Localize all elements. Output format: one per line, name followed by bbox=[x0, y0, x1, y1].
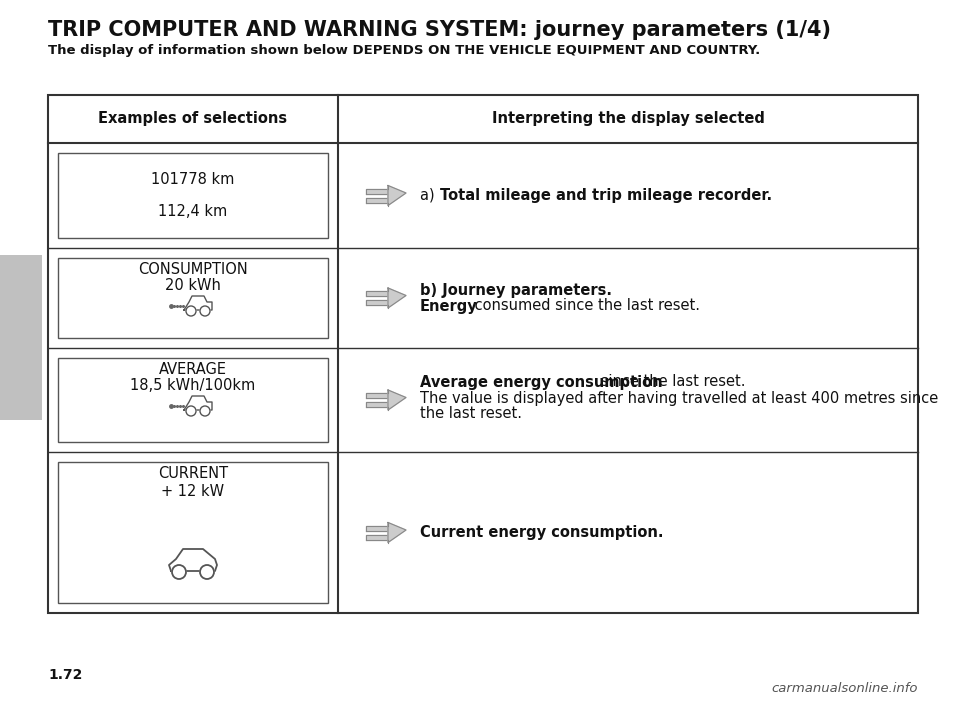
Text: carmanualsonline.info: carmanualsonline.info bbox=[772, 682, 918, 694]
Text: + 12 kW: + 12 kW bbox=[161, 484, 225, 500]
Text: since the last reset.: since the last reset. bbox=[596, 374, 746, 390]
Text: Current energy consumption.: Current energy consumption. bbox=[420, 525, 663, 540]
Polygon shape bbox=[366, 535, 388, 540]
Polygon shape bbox=[184, 296, 212, 310]
Circle shape bbox=[172, 565, 186, 579]
Polygon shape bbox=[169, 549, 217, 571]
Bar bbox=[58, 358, 328, 442]
Polygon shape bbox=[388, 288, 406, 308]
Text: Average energy consumption: Average energy consumption bbox=[420, 374, 662, 390]
Text: The value is displayed after having travelled at least 400 metres since: The value is displayed after having trav… bbox=[420, 391, 938, 405]
Polygon shape bbox=[388, 390, 406, 410]
Text: Interpreting the display selected: Interpreting the display selected bbox=[492, 111, 764, 126]
Text: Energy: Energy bbox=[420, 298, 478, 314]
Text: b) Journey parameters.: b) Journey parameters. bbox=[420, 283, 612, 297]
Circle shape bbox=[186, 406, 196, 416]
Polygon shape bbox=[388, 523, 406, 542]
Text: the last reset.: the last reset. bbox=[420, 407, 522, 422]
Polygon shape bbox=[388, 185, 406, 205]
Text: consumed since the last reset.: consumed since the last reset. bbox=[470, 298, 700, 314]
Polygon shape bbox=[366, 393, 388, 398]
Text: a): a) bbox=[420, 188, 440, 203]
Text: 18,5 kWh/100km: 18,5 kWh/100km bbox=[131, 378, 255, 393]
Text: 20 kWh: 20 kWh bbox=[165, 278, 221, 293]
Text: TRIP COMPUTER AND WARNING SYSTEM: journey parameters (1/4): TRIP COMPUTER AND WARNING SYSTEM: journe… bbox=[48, 20, 831, 40]
Bar bbox=[58, 153, 328, 238]
Bar bbox=[58, 258, 328, 338]
Polygon shape bbox=[366, 402, 388, 407]
Text: 101778 km: 101778 km bbox=[152, 172, 234, 187]
Text: 112,4 km: 112,4 km bbox=[158, 204, 228, 219]
Text: CURRENT: CURRENT bbox=[158, 466, 228, 481]
Text: CONSUMPTION: CONSUMPTION bbox=[138, 263, 248, 278]
Polygon shape bbox=[366, 188, 388, 194]
Circle shape bbox=[186, 306, 196, 316]
Bar bbox=[0, 255, 42, 420]
Text: Examples of selections: Examples of selections bbox=[99, 111, 288, 126]
Circle shape bbox=[200, 565, 214, 579]
Polygon shape bbox=[184, 396, 212, 410]
Text: The display of information shown below DEPENDS ON THE VEHICLE EQUIPMENT AND COUN: The display of information shown below D… bbox=[48, 44, 760, 57]
Text: Total mileage and trip mileage recorder.: Total mileage and trip mileage recorder. bbox=[440, 188, 772, 203]
Polygon shape bbox=[366, 300, 388, 305]
Polygon shape bbox=[366, 291, 388, 296]
Text: AVERAGE: AVERAGE bbox=[159, 363, 227, 378]
Text: 1.72: 1.72 bbox=[48, 668, 83, 682]
Circle shape bbox=[200, 406, 210, 416]
Polygon shape bbox=[366, 525, 388, 530]
Circle shape bbox=[200, 306, 210, 316]
Bar bbox=[58, 462, 328, 603]
Polygon shape bbox=[366, 197, 388, 202]
Bar bbox=[48, 95, 918, 613]
